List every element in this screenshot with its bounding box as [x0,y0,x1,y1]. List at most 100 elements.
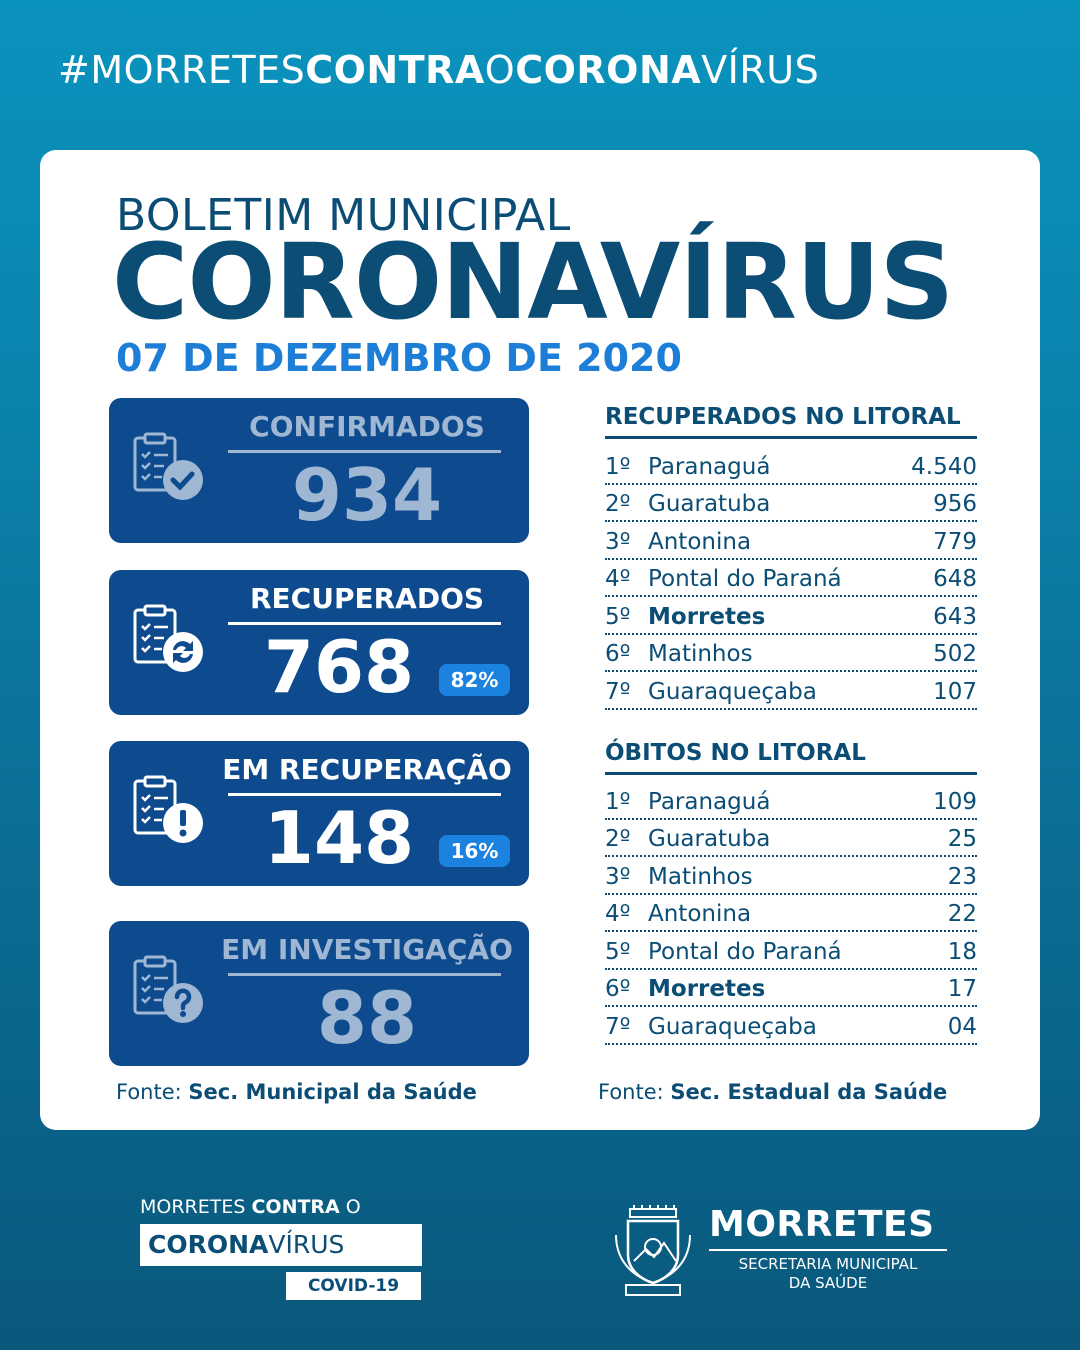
rank-value: 4.540 [911,453,977,480]
clipboard-alert-icon [133,775,203,843]
stat-divider [228,793,501,796]
rank-value: 109 [933,788,977,815]
rank-value: 643 [933,603,977,630]
bulletin-card: BOLETIM MUNICIPAL CORONAVÍRUS 07 DE DEZE… [40,150,1040,1130]
rank-city: Morretes [648,976,766,1002]
rank-position: 3º [605,528,631,555]
rank-value: 25 [947,826,977,852]
source-municipal: Fonte: Sec. Municipal da Saúde [116,1080,477,1104]
rank-position: 4º [605,566,631,592]
deaths-ranking-list: 1º Paranaguá 109 2º Guaratuba 25 3º Matinhos 2… [605,782,977,1045]
campaign-hashtag: #MORRETESCONTRAOCORONAVÍRUS [58,48,819,92]
brand-name: MORRETES [709,1205,947,1251]
stat-value: 88 [316,976,418,1060]
rank-position: 1º [605,788,631,815]
rank-position: 2º [605,826,631,852]
rank-city: Paranaguá [648,788,771,815]
rank-city: Pontal do Paraná [648,938,842,965]
clipboard-refresh-icon [133,604,203,672]
stat-value: 148 [263,796,415,880]
source-state: Fonte: Sec. Estadual da Saúde [598,1080,947,1104]
source-name: Sec. Estadual da Saúde [670,1080,948,1104]
ranking-row: 4º Antonina 22 [605,895,977,932]
rank-city: Morretes [648,603,766,630]
stat-investigation: EM INVESTIGAÇÃO 88 [109,921,529,1066]
rank-position: 7º [605,1013,631,1040]
rank-position: 6º [605,976,631,1002]
campaign-logo-text: O [339,1196,361,1218]
ranking-row: 4º Pontal do Paraná 648 [605,560,977,597]
rank-value: 04 [947,1013,977,1040]
rank-value: 502 [933,641,977,667]
ranking-row: 3º Matinhos 23 [605,857,977,895]
rank-city: Guaraqueçaba [648,1013,817,1040]
stat-label: EM RECUPERAÇÃO [222,753,512,786]
rank-position: 6º [605,641,631,667]
stat-divider [228,450,501,453]
campaign-logo-line1: MORRETES CONTRA O [140,1196,424,1218]
ranking-row: 6º Matinhos 502 [605,635,977,672]
recovered-ranking-title: RECUPERADOS NO LITORAL [605,404,977,439]
stat-value: 768 [263,625,415,709]
rank-position: 5º [605,603,631,630]
clipboard-check-icon [133,432,203,500]
ranking-row: 5º Pontal do Paraná 18 [605,932,977,970]
bulletin-title-main: CORONAVÍRUS [112,221,954,343]
hashtag-part: VÍRUS [701,48,820,92]
stat-percent-badge: 16% [439,835,510,867]
rank-position: 1º [605,453,631,480]
rank-value: 18 [947,938,977,965]
stat-divider [228,622,501,625]
rank-city: Guaratuba [648,491,771,517]
rank-position: 4º [605,901,631,927]
rank-city: Matinhos [648,641,753,667]
ranking-row: 1º Paranaguá 109 [605,782,977,820]
ranking-row: 3º Antonina 779 [605,522,977,560]
stat-confirmed: CONFIRMADOS 934 [109,398,529,543]
rank-city: Matinhos [648,863,753,890]
brand-subtitle-line: SECRETARIA MUNICIPAL [738,1255,918,1273]
ranking-row: 7º Guaraqueçaba 04 [605,1007,977,1045]
source-prefix: Fonte: [116,1080,182,1104]
source-name: Sec. Municipal da Saúde [188,1080,477,1104]
rank-city: Guaraqueçaba [648,678,817,705]
stat-label: RECUPERADOS [249,582,485,615]
rank-value: 23 [947,863,977,890]
ranking-row: 2º Guaratuba 25 [605,820,977,857]
rank-city: Pontal do Paraná [648,566,842,592]
rank-city: Antonina [648,901,752,927]
hashtag-part: O [484,48,516,92]
clipboard-question-icon [133,955,203,1023]
rank-city: Guaratuba [648,826,771,852]
rank-value: 779 [933,528,977,555]
rank-value: 648 [933,566,977,592]
ranking-row: 2º Guaratuba 956 [605,485,977,522]
campaign-logo: MORRETES CONTRA O CORONAVÍRUS COVID-19 [140,1196,424,1300]
campaign-logo-text: VÍRUS [268,1230,345,1259]
hashtag-part: #MORRETES [58,48,306,92]
recovered-ranking-list: 1º Paranaguá 4.540 2º Guaratuba 956 3º Antoni… [605,447,977,710]
source-prefix: Fonte: [598,1080,664,1104]
campaign-logo-text: CONTRA [251,1196,340,1218]
stat-recovered: RECUPERADOS 768 82% [109,570,529,715]
rank-position: 2º [605,491,631,517]
ranking-row: 7º Guaraqueçaba 107 [605,672,977,710]
rank-city: Paranaguá [648,453,771,480]
campaign-logo-text: CORONA [148,1230,269,1259]
coat-of-arms-icon [615,1205,691,1296]
rank-value: 17 [947,976,977,1002]
hashtag-part: CONTRA [305,48,485,92]
brand-subtitle-line: DA SAÚDE [788,1273,868,1292]
rank-position: 5º [605,938,631,965]
brand-subtitle: SECRETARIA MUNICIPAL DA SAÚDE [709,1255,947,1293]
rank-position: 7º [605,678,631,705]
bulletin-date: 07 DE DEZEMBRO DE 2020 [116,336,682,380]
rank-value: 107 [933,678,977,705]
ranking-row: 1º Paranaguá 4.540 [605,447,977,485]
rank-value: 22 [947,901,977,927]
hashtag-part: CORONA [515,48,702,92]
stat-label: EM INVESTIGAÇÃO [221,933,513,966]
stat-label: CONFIRMADOS [249,410,485,443]
ranking-row-highlight: 5º Morretes 643 [605,597,977,635]
rank-value: 956 [933,491,977,517]
